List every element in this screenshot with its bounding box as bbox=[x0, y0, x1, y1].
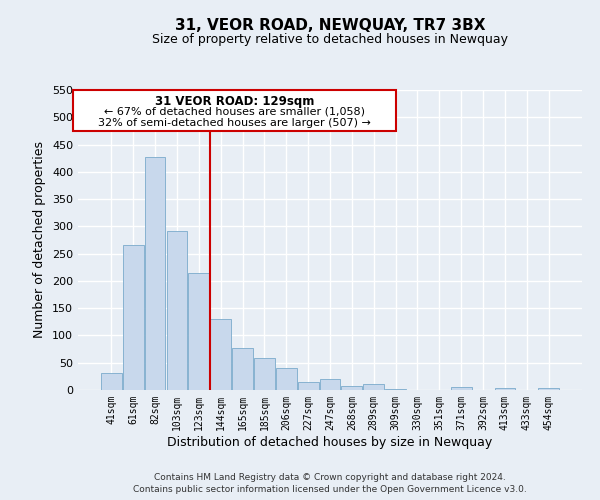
Bar bbox=[364, 384, 384, 390]
Text: Contains public sector information licensed under the Open Government Licence v3: Contains public sector information licen… bbox=[133, 485, 527, 494]
Bar bbox=[145, 156, 166, 390]
Bar bbox=[101, 372, 122, 390]
Y-axis label: Number of detached properties: Number of detached properties bbox=[34, 142, 46, 338]
FancyBboxPatch shape bbox=[73, 90, 395, 130]
Bar bbox=[538, 388, 559, 390]
Bar bbox=[232, 348, 253, 390]
Bar bbox=[188, 272, 209, 390]
Bar bbox=[451, 388, 472, 390]
Bar bbox=[320, 379, 340, 390]
Bar bbox=[276, 368, 296, 390]
Text: ← 67% of detached houses are smaller (1,058): ← 67% of detached houses are smaller (1,… bbox=[104, 106, 365, 117]
Bar bbox=[167, 230, 187, 390]
X-axis label: Distribution of detached houses by size in Newquay: Distribution of detached houses by size … bbox=[167, 436, 493, 448]
Text: 31 VEOR ROAD: 129sqm: 31 VEOR ROAD: 129sqm bbox=[155, 96, 314, 108]
Bar bbox=[254, 358, 275, 390]
Bar bbox=[298, 382, 319, 390]
Bar bbox=[341, 386, 362, 390]
Bar bbox=[210, 319, 231, 390]
Text: 31, VEOR ROAD, NEWQUAY, TR7 3BX: 31, VEOR ROAD, NEWQUAY, TR7 3BX bbox=[175, 18, 485, 32]
Text: 32% of semi-detached houses are larger (507) →: 32% of semi-detached houses are larger (… bbox=[98, 118, 371, 128]
Bar bbox=[123, 246, 143, 390]
Text: Size of property relative to detached houses in Newquay: Size of property relative to detached ho… bbox=[152, 32, 508, 46]
Bar bbox=[494, 388, 515, 390]
Text: Contains HM Land Registry data © Crown copyright and database right 2024.: Contains HM Land Registry data © Crown c… bbox=[154, 474, 506, 482]
